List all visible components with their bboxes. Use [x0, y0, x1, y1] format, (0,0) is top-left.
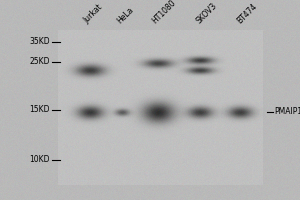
Text: 25KD: 25KD	[29, 58, 50, 66]
Text: 10KD: 10KD	[29, 156, 50, 164]
Text: 15KD: 15KD	[29, 106, 50, 114]
Text: PMAIP1: PMAIP1	[274, 108, 300, 116]
Text: Jurkat: Jurkat	[82, 3, 104, 25]
Text: SKOV3: SKOV3	[195, 1, 219, 25]
Text: 35KD: 35KD	[29, 38, 50, 46]
Text: HeLa: HeLa	[115, 5, 135, 25]
Text: HT1080: HT1080	[150, 0, 177, 25]
Text: BT474: BT474	[235, 1, 259, 25]
